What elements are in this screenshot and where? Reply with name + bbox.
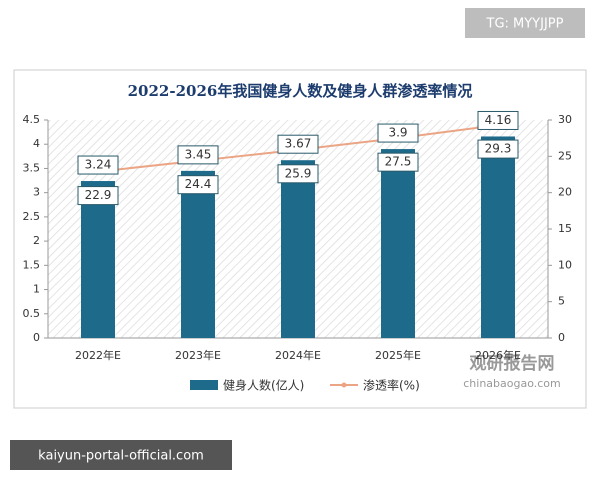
watermark: kaiyun-portal-official.com: [38, 449, 204, 464]
data-label: 24.4: [185, 177, 212, 191]
data-label: 4.16: [485, 113, 512, 127]
logo-url: chinabaogao.com: [463, 377, 561, 390]
x-tick-label: 2026年E: [475, 348, 521, 362]
bar: [81, 181, 115, 338]
data-label-box: [377, 152, 419, 172]
y2-tick-label: 10: [558, 258, 572, 271]
y-tick-label: 3: [33, 186, 40, 199]
y2-tick-label: 25: [558, 149, 572, 162]
data-label: 27.5: [385, 155, 412, 169]
data-label: 25.9: [285, 166, 312, 180]
y2-tick-label: 20: [558, 186, 572, 199]
legend-swatch: [190, 380, 218, 390]
x-tick-label: 2023年E: [175, 348, 221, 362]
data-label-box: [177, 145, 219, 165]
data-label-box: [377, 123, 419, 143]
data-label-box: [477, 110, 519, 130]
y-tick-label: 0.5: [23, 307, 41, 320]
y-tick-label: 2: [33, 234, 40, 247]
y-tick-label: 2.5: [23, 210, 41, 223]
chart-title: 2022-2026年我国健身人数及健身人群渗透率情况: [128, 82, 473, 100]
data-label-box: [277, 164, 319, 184]
data-label-box: [277, 134, 319, 154]
data-label: 22.9: [85, 188, 112, 202]
y-tick-label: 0: [33, 331, 40, 344]
y-tick-label: 1: [33, 283, 40, 296]
data-label: 3.45: [185, 147, 212, 161]
bar: [281, 160, 315, 338]
data-label: 3.24: [85, 158, 112, 172]
watermark-box: [10, 440, 232, 470]
data-label: 3.9: [388, 126, 407, 140]
x-tick-label: 2022年E: [75, 348, 121, 362]
y2-tick-label: 0: [558, 331, 565, 344]
y2-tick-label: 15: [558, 222, 572, 235]
legend-label: 健身人数(亿人): [223, 378, 304, 393]
logo: 观研报告网: [469, 353, 555, 374]
data-label-box: [77, 186, 119, 206]
data-label-box: [77, 155, 119, 175]
data-label: 3.67: [285, 137, 312, 151]
bar: [381, 149, 415, 338]
legend-swatch: [341, 382, 347, 388]
legend-label: 渗透率(%): [363, 378, 420, 393]
bar: [181, 170, 215, 338]
bar: [481, 136, 515, 338]
y-tick-label: 1.5: [23, 258, 41, 271]
y2-tick-label: 5: [558, 295, 565, 308]
data-label-box: [477, 139, 519, 159]
x-tick-label: 2024年E: [275, 348, 321, 362]
watermark: TG: MYYJJPP: [486, 17, 564, 32]
y2-tick-label: 30: [558, 113, 572, 126]
y-tick-label: 4: [33, 137, 40, 150]
watermark-box: [465, 8, 585, 38]
data-label-box: [177, 175, 219, 195]
y-tick-label: 4.5: [23, 113, 41, 126]
x-tick-label: 2025年E: [375, 348, 421, 362]
data-label: 29.3: [485, 142, 512, 156]
y-tick-label: 3.5: [23, 161, 41, 174]
